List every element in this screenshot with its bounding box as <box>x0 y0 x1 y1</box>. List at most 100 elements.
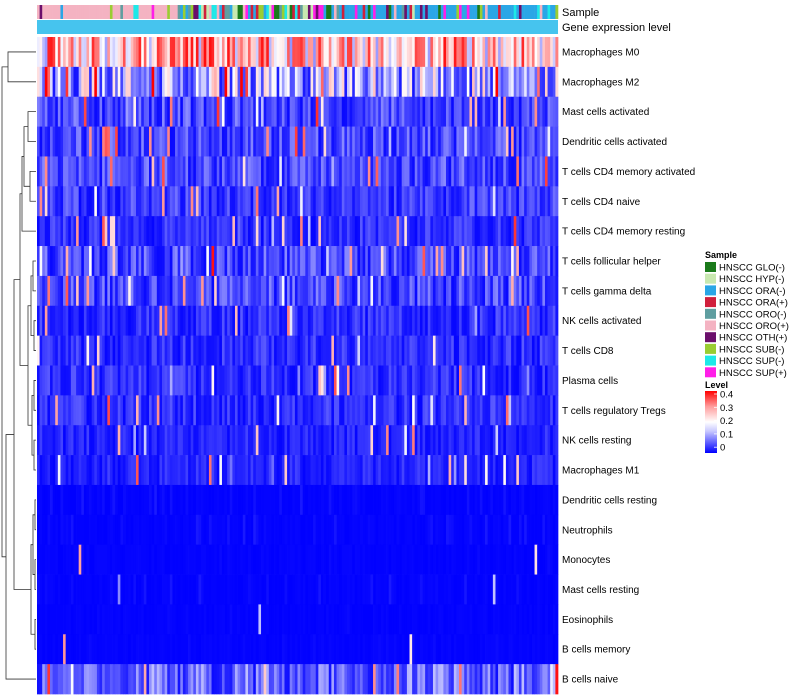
heatmap-cell <box>276 514 280 546</box>
heatmap-cell <box>281 66 285 98</box>
heatmap-cell <box>495 66 499 98</box>
sample-annotation-cell <box>232 5 236 19</box>
heatmap-cell <box>492 66 496 98</box>
heatmap-cell <box>485 37 489 68</box>
heatmap-cell <box>107 186 111 217</box>
heatmap-cell <box>445 96 449 127</box>
heatmap-cell <box>516 216 520 247</box>
heatmap-cell <box>156 455 160 486</box>
heatmap-cell <box>487 425 491 456</box>
heatmap-cell <box>323 275 327 307</box>
heatmap-cell <box>508 634 512 665</box>
heatmap-cell <box>91 246 95 277</box>
heatmap-cell <box>404 156 408 187</box>
heatmap-cell <box>68 305 72 336</box>
heatmap-cell <box>375 514 379 546</box>
heatmap-cell <box>511 275 515 307</box>
heatmap-cell <box>487 664 491 695</box>
heatmap-cell <box>138 96 142 127</box>
heatmap-cell <box>432 246 436 277</box>
heatmap-cell <box>386 186 390 217</box>
heatmap-cell <box>253 96 257 127</box>
heatmap-cell <box>318 216 322 247</box>
heatmap-cell <box>135 37 139 68</box>
heatmap-cell <box>70 335 74 366</box>
heatmap-cell <box>419 365 423 396</box>
heatmap-cell <box>229 186 233 217</box>
sample-annotation-cell <box>253 5 257 19</box>
heatmap-cell <box>297 37 301 68</box>
heatmap-cell <box>490 335 494 366</box>
heatmap-cell <box>432 484 436 516</box>
heatmap-cell <box>167 634 171 665</box>
heatmap-cell <box>133 96 137 127</box>
heatmap-cell <box>354 335 358 366</box>
heatmap-cell <box>307 216 311 247</box>
heatmap-cell <box>135 156 139 187</box>
heatmap-cell <box>555 275 559 307</box>
heatmap-cell <box>216 96 220 127</box>
heatmap-cell <box>86 604 90 635</box>
heatmap-cell <box>388 574 392 605</box>
heatmap-cell <box>195 37 199 68</box>
heatmap-cell <box>388 126 392 157</box>
heatmap-cell <box>531 335 535 366</box>
heatmap-cell <box>250 455 254 486</box>
heatmap-cell <box>63 395 67 426</box>
heatmap-cell <box>138 186 142 217</box>
heatmap-cell <box>427 305 431 336</box>
heatmap-cell <box>138 275 142 307</box>
heatmap-cell <box>331 604 335 635</box>
heatmap-cell <box>151 604 155 635</box>
heatmap-cell <box>258 37 262 68</box>
dendrogram-branch <box>5 434 36 680</box>
heatmap-cell <box>414 186 418 217</box>
heatmap-cell <box>399 544 403 575</box>
heatmap-cell <box>365 544 369 575</box>
heatmap-cell <box>253 574 257 605</box>
heatmap-cell <box>469 604 473 635</box>
heatmap-cell <box>47 544 51 575</box>
heatmap-cell <box>425 246 429 277</box>
heatmap-cell <box>78 246 82 277</box>
heatmap-cell <box>373 96 377 127</box>
heatmap-cell <box>542 66 546 98</box>
heatmap-cell <box>318 634 322 665</box>
heatmap-cell <box>440 455 444 486</box>
heatmap-cell <box>529 126 533 157</box>
heatmap-cell <box>547 365 551 396</box>
heatmap-cell <box>435 604 439 635</box>
heatmap-cell <box>547 425 551 456</box>
sample-annotation-cell <box>107 5 111 19</box>
heatmap-cell <box>172 37 176 68</box>
heatmap-cell <box>255 425 259 456</box>
heatmap-cell <box>386 126 390 157</box>
heatmap-cell <box>386 335 390 366</box>
heatmap-cell <box>198 664 202 695</box>
heatmap-cell <box>125 425 129 456</box>
heatmap-cell <box>96 604 100 635</box>
heatmap-cell <box>365 455 369 486</box>
heatmap-cell <box>526 66 530 98</box>
heatmap-cell <box>357 544 361 575</box>
heatmap-cell <box>305 664 309 695</box>
heatmap-cell <box>453 365 457 396</box>
heatmap-cell <box>258 484 262 516</box>
heatmap-cell <box>162 574 165 605</box>
heatmap-cell <box>550 96 554 127</box>
heatmap-cell <box>63 664 67 695</box>
heatmap-cell <box>135 634 139 665</box>
heatmap-cell <box>432 275 436 307</box>
heatmap-cell <box>86 37 90 68</box>
heatmap-cell <box>294 664 298 695</box>
heatmap-cell <box>482 126 486 157</box>
heatmap-cell <box>305 574 309 605</box>
heatmap-cell <box>555 246 559 277</box>
heatmap-cell <box>445 186 449 217</box>
heatmap-cell <box>91 634 95 665</box>
heatmap-cell <box>99 126 103 157</box>
heatmap-cell <box>229 96 233 127</box>
heatmap-cell <box>323 484 327 516</box>
heatmap-cell <box>336 425 340 456</box>
heatmap-cell <box>354 96 358 127</box>
